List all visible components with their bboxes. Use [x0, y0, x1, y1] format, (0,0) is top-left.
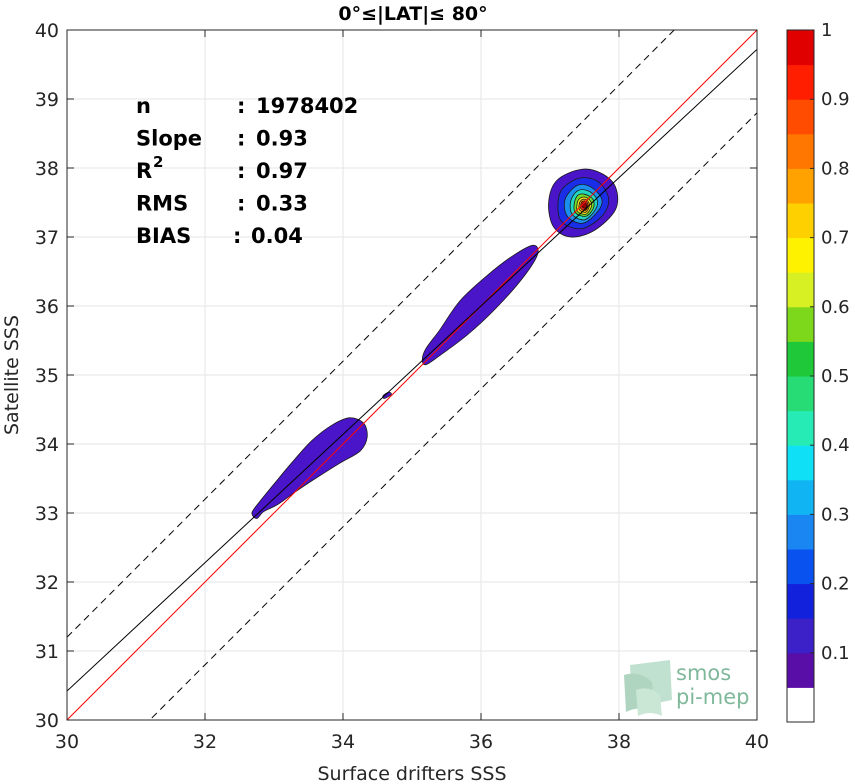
colorbar-band	[787, 376, 814, 412]
y-tick-label: 40	[35, 20, 59, 42]
plot-area: 30 32 34 36 38 40 30 31 32 33 34 35 36 37 38 39 40	[35, 20, 769, 753]
colorbar-band	[787, 99, 814, 135]
y-tick-label: 34	[35, 434, 59, 456]
chart-title: 0°≤|LAT|≤ 80°	[338, 3, 487, 25]
density-contour	[581, 202, 588, 209]
colorbar-band	[787, 64, 814, 100]
stat-label: R	[136, 159, 152, 183]
lower-bound-line	[149, 112, 757, 720]
colorbar-tick-label: 1	[821, 20, 832, 41]
y-tick-label: 33	[35, 503, 59, 525]
colorbar-ticks: 0.1 0.2 0.3 0.4 0.5 0.6 0.7 0.8 0.9 1	[810, 20, 850, 664]
x-tick-label: 34	[331, 731, 355, 753]
colorbar-band	[787, 133, 814, 169]
colorbar-tick-label: 0.1	[821, 643, 850, 664]
y-tick-label: 30	[35, 710, 59, 732]
y-tick-label: 35	[35, 365, 59, 387]
grid	[66, 29, 758, 721]
stat-label: RMS	[136, 192, 188, 216]
y-axis-ticks: 30 31 32 33 34 35 36 37 38 39 40	[35, 20, 757, 732]
colorbar-band	[787, 410, 814, 446]
colorbar-band	[787, 583, 814, 619]
x-tick-label: 38	[607, 731, 631, 753]
colorbar-tick-label: 0.3	[821, 504, 850, 525]
colorbar-band	[787, 272, 814, 308]
y-axis-label: Satellite SSS	[1, 315, 23, 435]
colorbar-tick-label: 0.7	[821, 228, 850, 249]
colorbar-tick-label: 0.6	[821, 297, 850, 318]
colorbar-band	[787, 30, 814, 66]
colorbar-band	[787, 514, 814, 550]
colorbar-band	[787, 306, 814, 342]
colorbar: 0.1 0.2 0.3 0.4 0.5 0.6 0.7 0.8 0.9 1	[786, 20, 850, 723]
colorbar-levels	[787, 30, 814, 723]
colorbar-band	[787, 479, 814, 515]
x-tick-label: 30	[55, 731, 79, 753]
x-tick-label: 36	[469, 731, 493, 753]
y-tick-label: 37	[35, 227, 59, 249]
stat-value: 0.93	[256, 127, 308, 151]
colorbar-tick-label: 0.8	[821, 158, 850, 179]
stat-superscript: 2	[153, 153, 163, 171]
stat-value: 0.04	[251, 224, 303, 248]
stat-separator: :	[237, 127, 253, 151]
stat-value: 1978402	[256, 94, 358, 118]
stat-label: BIAS	[136, 224, 191, 248]
y-tick-label: 39	[35, 89, 59, 111]
logo-text-smos: smos	[676, 661, 731, 685]
stat-label: n	[136, 94, 151, 118]
logo-text-pimep: pi-mep	[676, 685, 749, 709]
density-contour	[421, 244, 539, 366]
colorbar-tick-label: 0.9	[821, 89, 850, 110]
stat-separator: :	[237, 94, 253, 118]
colorbar-tick-label: 0.5	[821, 366, 850, 387]
one-to-one-line	[67, 30, 757, 720]
stat-value: 0.33	[256, 192, 308, 216]
colorbar-band	[787, 168, 814, 204]
y-tick-label: 32	[35, 572, 59, 594]
logo-icon	[624, 660, 672, 716]
stat-separator: :	[233, 224, 249, 248]
colorbar-band	[787, 203, 814, 239]
logo-wave-3	[636, 688, 662, 716]
y-tick-label: 36	[35, 296, 59, 318]
stat-separator: :	[237, 159, 253, 183]
upper-bound-line	[67, 30, 675, 638]
y-tick-label: 38	[35, 158, 59, 180]
stat-value: 0.97	[256, 159, 308, 183]
x-axis-label: Surface drifters SSS	[318, 763, 507, 784]
stat-label: Slope	[136, 127, 202, 151]
stat-separator: :	[237, 192, 253, 216]
y-tick-label: 31	[35, 641, 59, 663]
x-tick-label: 40	[745, 731, 769, 753]
colorbar-band	[787, 549, 814, 585]
colorbar-band	[787, 237, 814, 273]
x-tick-label: 32	[193, 731, 217, 753]
colorbar-band	[787, 341, 814, 377]
stats-box: n: 1978402 Slope: 0.93 R 2: 0.97 RMS: 0.33 BI…	[136, 94, 358, 248]
colorbar-tick-label: 0.4	[821, 435, 850, 456]
reference-lines	[67, 30, 757, 720]
colorbar-band	[787, 652, 814, 688]
regression-line	[67, 48, 757, 692]
colorbar-band	[787, 687, 814, 723]
smos-pimep-logo: smos pi-mep	[624, 660, 749, 716]
x-axis-ticks: 30 32 34 36 38 40	[55, 30, 769, 753]
colorbar-band	[787, 618, 814, 654]
colorbar-tick-label: 0.2	[821, 574, 850, 595]
colorbar-band	[787, 445, 814, 481]
